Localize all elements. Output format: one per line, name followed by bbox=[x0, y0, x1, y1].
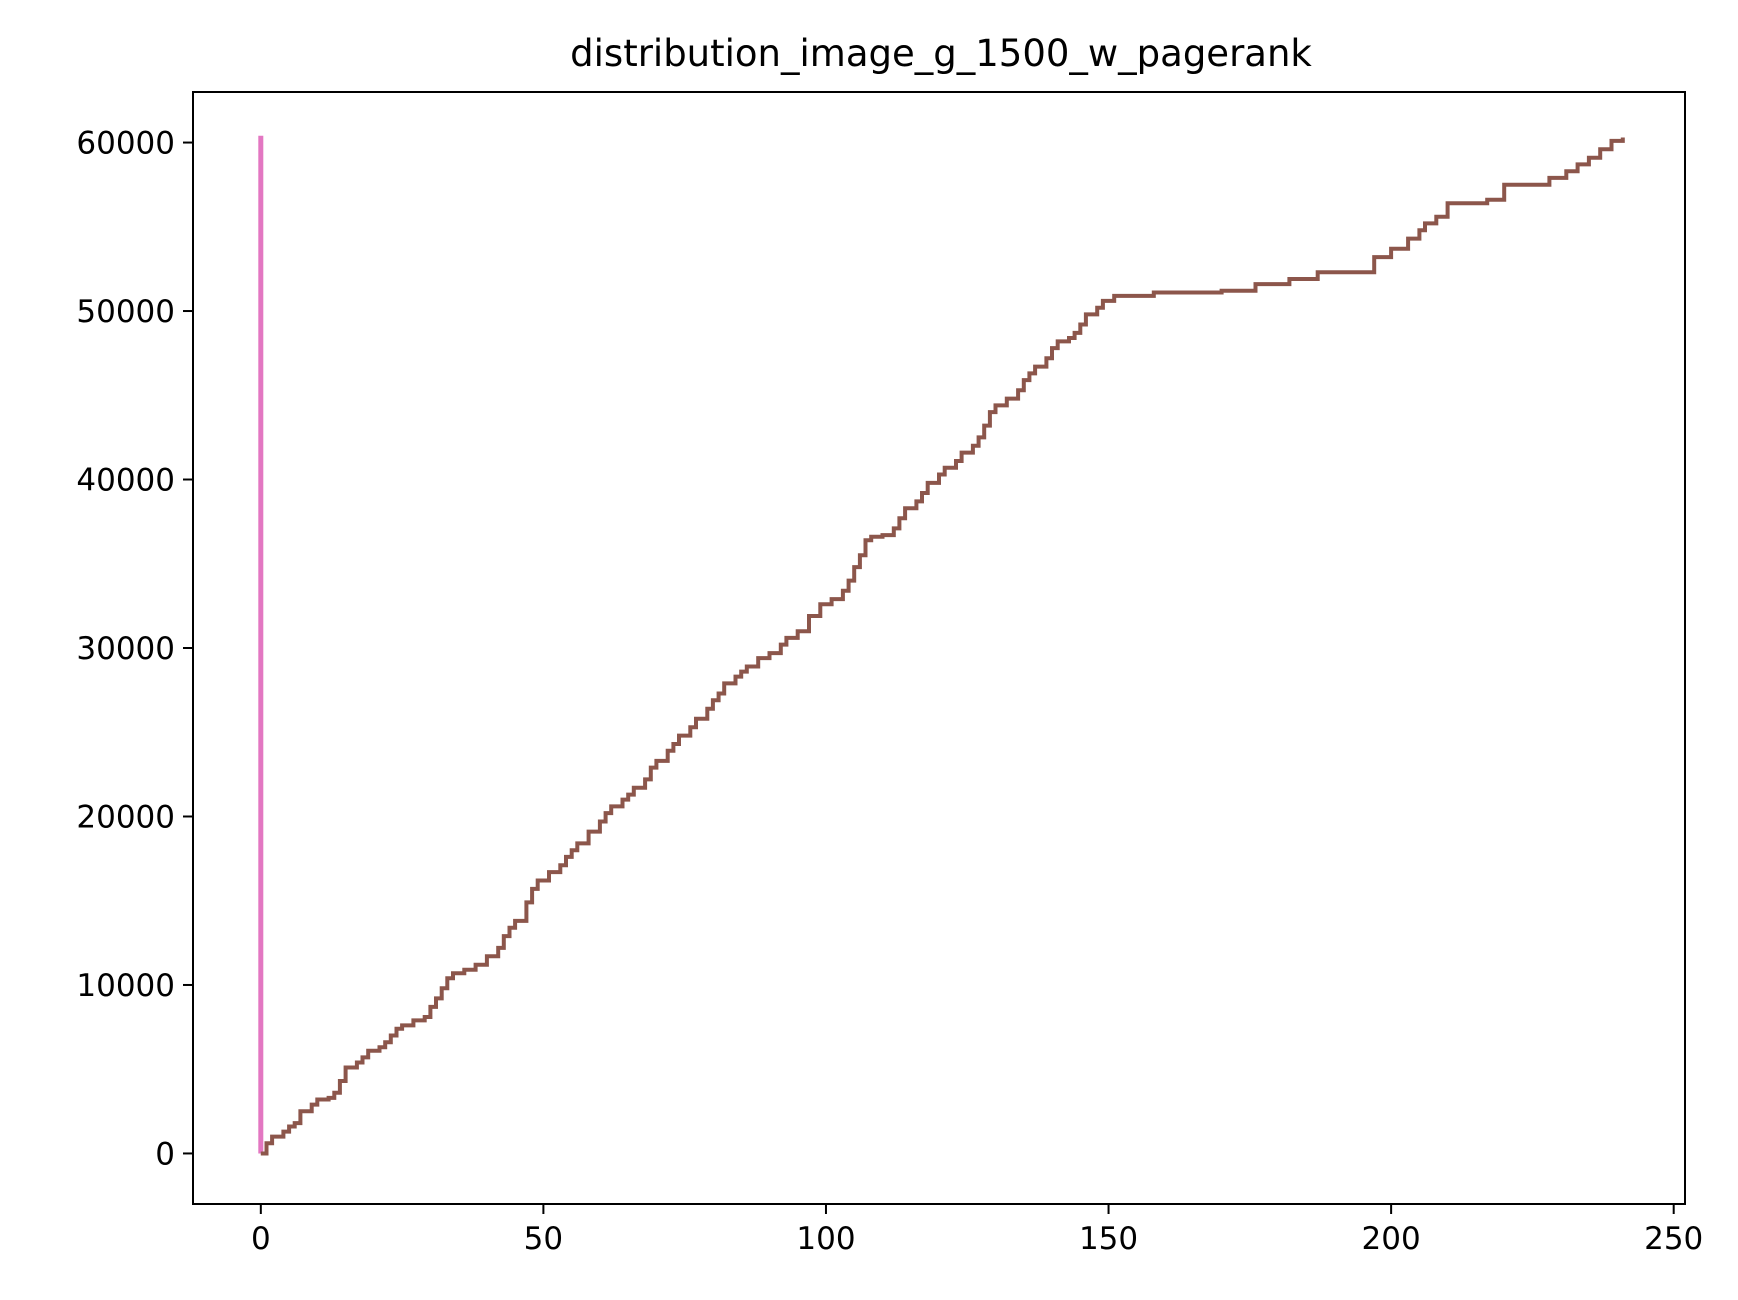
y-tick-label: 20000 bbox=[76, 799, 175, 835]
x-tick-label: 100 bbox=[796, 1221, 855, 1257]
y-tick-label: 60000 bbox=[76, 126, 175, 162]
chart-title: distribution_image_g_1500_w_pagerank bbox=[570, 32, 1312, 75]
series-line-2 bbox=[260, 137, 1625, 1156]
x-tick-label: 50 bbox=[524, 1221, 563, 1257]
x-tick-label: 200 bbox=[1362, 1221, 1421, 1257]
y-tick-label: 10000 bbox=[76, 968, 175, 1004]
series-layer bbox=[258, 135, 1625, 1156]
x-tick-label: 0 bbox=[251, 1221, 271, 1257]
y-tick-label: 0 bbox=[155, 1136, 175, 1172]
x-axis: 0 50 100 150 200 250 bbox=[251, 1204, 1703, 1257]
x-tick-label: 150 bbox=[1079, 1221, 1138, 1257]
x-tick-label: 250 bbox=[1644, 1221, 1703, 1257]
y-tick-label: 50000 bbox=[76, 294, 175, 330]
y-tick-label: 40000 bbox=[76, 463, 175, 499]
y-axis: 0 10000 20000 30000 40000 50000 60000 bbox=[76, 126, 193, 1172]
y-tick-label: 30000 bbox=[76, 631, 175, 667]
